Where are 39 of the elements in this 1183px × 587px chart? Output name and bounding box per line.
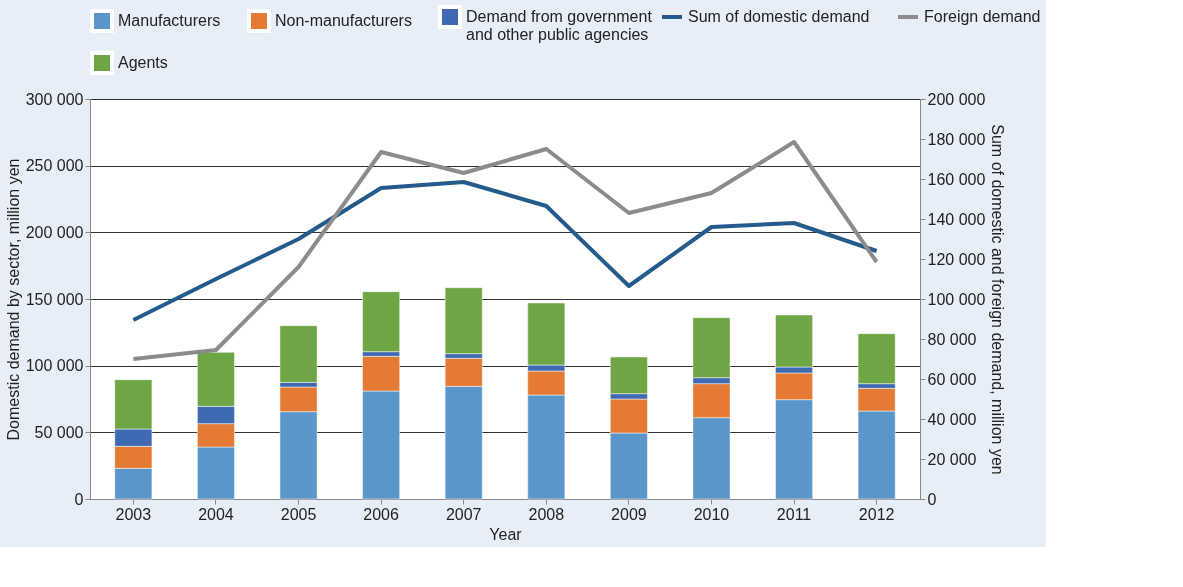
legend-label: Demand from government and other public agencies [466, 8, 653, 43]
y-axis-title: Domestic demand by sector, million yen [4, 158, 22, 441]
x-tick-label: 2008 [528, 505, 565, 523]
x-tick-label: 2010 [693, 505, 730, 523]
x-axis-title: Year [489, 525, 523, 543]
y-tick-label: 300 000 [25, 90, 84, 108]
x-tick-label: 2009 [611, 505, 647, 523]
legend-label: Non-manufacturers [275, 12, 412, 29]
legend-label: Manufacturers [118, 12, 221, 29]
y-tick-label: 150 000 [25, 290, 84, 308]
y2-tick-label: 140 000 [927, 210, 986, 228]
x-tick-label: 2005 [280, 505, 317, 523]
x-tick-label: 2007 [445, 505, 482, 523]
x-tick-label: 2006 [363, 505, 400, 523]
y-tick-label: 0 [74, 490, 84, 508]
y2-tick-label: 40 000 [927, 410, 977, 428]
y2-tick-label: 60 000 [927, 370, 977, 388]
y2-tick-label: 160 000 [927, 170, 986, 188]
legend-label: Sum of domestic demand [688, 8, 870, 25]
line-series [131, 140, 879, 361]
y2-tick-label: 180 000 [927, 130, 986, 148]
x-tick-label: 2004 [198, 505, 234, 523]
line-series [131, 180, 879, 322]
legend-label: Agents [118, 54, 168, 71]
y2-tick-label: 20 000 [927, 450, 977, 468]
y2-tick-label: 80 000 [927, 330, 977, 348]
y2-tick-label: 200 000 [927, 90, 986, 108]
y2-tick-label: 100 000 [927, 290, 986, 308]
x-tick-label: 2012 [858, 505, 895, 523]
y2-tick-label: 120 000 [927, 250, 986, 268]
legend-label: Foreign demand [924, 8, 1041, 25]
y-tick-label: 100 000 [25, 357, 84, 375]
y-tick-label: 200 000 [25, 223, 84, 241]
y-tick-label: 250 000 [25, 157, 84, 175]
x-tick-label: 2011 [776, 505, 812, 523]
y2-tick-label: 0 [927, 490, 937, 508]
y-tick-label: 50 000 [34, 423, 84, 441]
x-tick-label: 2003 [115, 505, 152, 523]
y2-axis-title: Sum of domestic and foreign demand, million yen [989, 124, 1007, 475]
